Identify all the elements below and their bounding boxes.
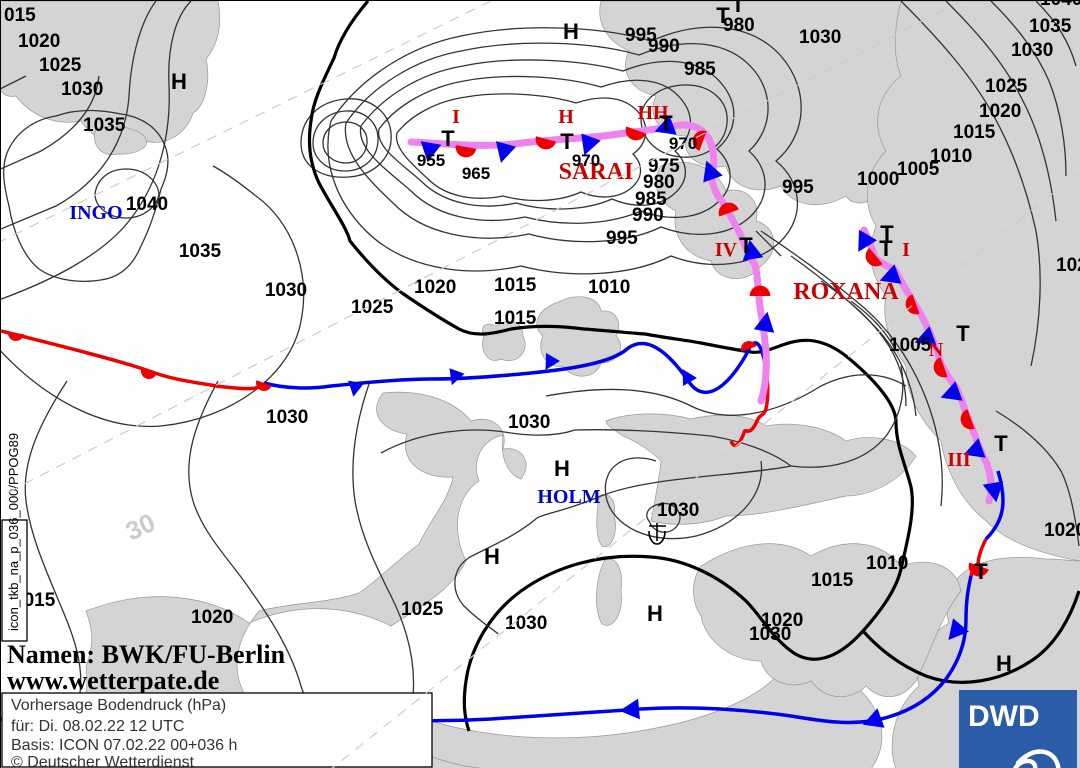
svg-text:015: 015	[4, 5, 36, 26]
svg-text:INGO: INGO	[69, 202, 122, 224]
svg-text:1020: 1020	[18, 31, 60, 52]
svg-text:985: 985	[684, 59, 716, 80]
svg-text:995: 995	[606, 228, 638, 249]
svg-text:1035: 1035	[1029, 16, 1072, 37]
svg-text:1040: 1040	[126, 194, 168, 215]
svg-text:1035: 1035	[83, 115, 126, 136]
svg-text:990: 990	[632, 205, 664, 226]
svg-text:www.wetterpate.de: www.wetterpate.de	[7, 666, 219, 695]
svg-text:1030: 1030	[799, 27, 841, 48]
svg-text:T: T	[956, 321, 970, 346]
svg-text:1005: 1005	[889, 335, 932, 356]
svg-text:1030: 1030	[508, 412, 550, 433]
svg-text:H: H	[484, 544, 500, 569]
svg-text:1030: 1030	[657, 500, 699, 521]
svg-text:980: 980	[723, 15, 755, 36]
svg-text:1030: 1030	[505, 613, 547, 634]
svg-text:1020: 1020	[979, 101, 1021, 122]
svg-text:I: I	[902, 239, 910, 261]
svg-text:© Deutscher Wetterdienst: © Deutscher Wetterdienst	[11, 754, 195, 768]
svg-text:H: H	[647, 601, 663, 626]
svg-text:für: Di. 08.02.22 12 UTC: für: Di. 08.02.22 12 UTC	[11, 718, 184, 735]
svg-text:1020: 1020	[191, 607, 233, 628]
svg-text:IV: IV	[715, 239, 738, 261]
svg-text:Basis: ICON 07.02.22 00+036 h: Basis: ICON 07.02.22 00+036 h	[11, 737, 237, 754]
svg-text:H: H	[996, 651, 1012, 676]
svg-text:970: 970	[669, 134, 697, 153]
svg-text:T: T	[739, 233, 753, 258]
svg-text:1020: 1020	[414, 277, 456, 298]
svg-text:1025: 1025	[985, 76, 1028, 97]
svg-text:990: 990	[648, 36, 680, 57]
svg-text:1000: 1000	[857, 169, 899, 190]
svg-text:I: I	[452, 106, 460, 128]
svg-text:H: H	[558, 106, 574, 128]
svg-text:1025: 1025	[401, 599, 444, 620]
svg-text:1030: 1030	[749, 624, 791, 645]
svg-text:970: 970	[572, 151, 600, 170]
svg-text:1015: 1015	[811, 570, 854, 591]
svg-text:H: H	[563, 19, 579, 44]
svg-text:T: T	[659, 111, 673, 136]
svg-text:1010: 1010	[588, 277, 630, 298]
svg-text:1025: 1025	[351, 297, 394, 318]
svg-text:1010: 1010	[866, 553, 908, 574]
svg-text:965: 965	[462, 164, 490, 183]
svg-text:Namen: BWK/FU-Berlin: Namen: BWK/FU-Berlin	[7, 640, 286, 669]
svg-text:1035: 1035	[179, 241, 222, 262]
svg-text:III: III	[947, 449, 971, 471]
svg-text:1015: 1015	[953, 122, 996, 143]
svg-text:DWD: DWD	[968, 700, 1040, 733]
svg-text:1030: 1030	[61, 79, 103, 100]
svg-text:955: 955	[417, 151, 445, 170]
svg-text:1015: 1015	[494, 308, 537, 329]
svg-text:1030: 1030	[1011, 40, 1053, 61]
svg-text:1030: 1030	[266, 407, 308, 428]
svg-text:1010: 1010	[930, 146, 972, 167]
svg-text:1020: 1020	[1044, 520, 1080, 541]
svg-text:1020: 1020	[1056, 255, 1080, 276]
svg-text:ROXANA: ROXANA	[793, 279, 899, 305]
svg-text:1030: 1030	[265, 280, 307, 301]
svg-text:H: H	[171, 69, 187, 94]
svg-text:icon_tkb_na_p_036_000/PPOG89: icon_tkb_na_p_036_000/PPOG89	[6, 433, 21, 631]
svg-text:T: T	[441, 126, 455, 151]
svg-text:T: T	[880, 221, 894, 246]
svg-text:T: T	[994, 431, 1008, 456]
svg-text:HOLM: HOLM	[537, 486, 600, 508]
svg-text:H: H	[554, 456, 570, 481]
svg-text:1025: 1025	[39, 55, 82, 76]
svg-text:Vorhersage Bodendruck (hPa): Vorhersage Bodendruck (hPa)	[11, 697, 226, 714]
svg-text:T: T	[974, 559, 988, 584]
svg-text:1015: 1015	[494, 275, 537, 296]
svg-text:995: 995	[782, 177, 814, 198]
svg-text:1040: 1040	[1040, 1, 1080, 10]
